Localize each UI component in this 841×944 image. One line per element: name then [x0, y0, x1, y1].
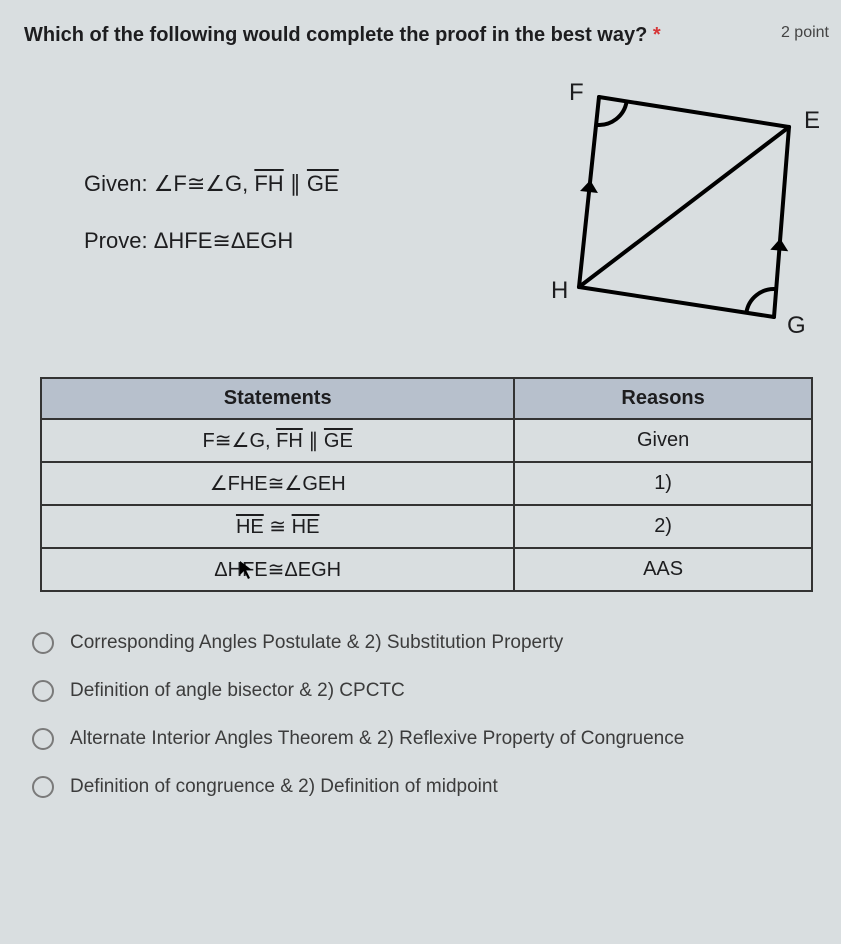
option-label: Definition of angle bisector & 2) CPCTC: [70, 680, 405, 702]
proof-header-reasons: Reasons: [514, 378, 812, 419]
figure-svg: [559, 87, 819, 337]
points-label: 2 point: [761, 24, 829, 42]
prove-line: Prove: ΔHFE≅ΔEGH: [84, 212, 339, 269]
prove-math: ΔHFE≅ΔEGH: [154, 228, 294, 253]
table-row: ∠FHE≅∠GEH1): [41, 462, 812, 505]
option-label: Alternate Interior Angles Theorem & 2) R…: [70, 728, 684, 750]
required-star: *: [653, 24, 661, 46]
given-prefix: Given:: [84, 171, 154, 196]
radio-icon[interactable]: [32, 680, 54, 702]
answer-option[interactable]: Definition of congruence & 2) Definition…: [32, 776, 829, 798]
statement-cell: F≅∠G, FH ∥ GE: [41, 419, 514, 462]
radio-icon[interactable]: [32, 632, 54, 654]
statement-cell: ∠FHE≅∠GEH: [41, 462, 514, 505]
option-label: Corresponding Angles Postulate & 2) Subs…: [70, 632, 563, 654]
statement-cell: ΔHFE≅ΔEGH: [41, 548, 514, 591]
proof-table-header-row: Statements Reasons: [41, 378, 812, 419]
answer-options: Corresponding Angles Postulate & 2) Subs…: [24, 632, 829, 798]
given-prove-figure-row: Given: ∠F≅∠G, FH ∥ GE Prove: ΔHFE≅ΔEGH F…: [24, 87, 829, 347]
statement-cell: HE ≅ HE: [41, 505, 514, 548]
question-text: Which of the following would complete th…: [24, 24, 761, 47]
figure-label-G: G: [787, 312, 806, 340]
reason-cell: AAS: [514, 548, 812, 591]
geometry-figure: F E H G: [559, 87, 819, 337]
option-label: Definition of congruence & 2) Definition…: [70, 776, 498, 798]
figure-label-F: F: [569, 79, 584, 107]
given-math: ∠F≅∠G, FH ∥ GE: [154, 171, 339, 196]
question-text-content: Which of the following would complete th…: [24, 24, 647, 46]
table-row: ΔHFE≅ΔEGHAAS: [41, 548, 812, 591]
figure-label-E: E: [804, 107, 820, 135]
figure-label-H: H: [551, 277, 568, 305]
radio-icon[interactable]: [32, 776, 54, 798]
reason-cell: 1): [514, 462, 812, 505]
prove-prefix: Prove:: [84, 228, 154, 253]
answer-option[interactable]: Alternate Interior Angles Theorem & 2) R…: [32, 728, 829, 750]
reason-cell: Given: [514, 419, 812, 462]
proof-header-statements: Statements: [41, 378, 514, 419]
reason-cell: 2): [514, 505, 812, 548]
question-header: Which of the following would complete th…: [24, 24, 829, 47]
radio-icon[interactable]: [32, 728, 54, 750]
proof-table: Statements Reasons F≅∠G, FH ∥ GEGiven∠FH…: [40, 377, 813, 592]
answer-option[interactable]: Definition of angle bisector & 2) CPCTC: [32, 680, 829, 702]
given-prove-text: Given: ∠F≅∠G, FH ∥ GE Prove: ΔHFE≅ΔEGH: [84, 155, 339, 269]
table-row: HE ≅ HE2): [41, 505, 812, 548]
answer-option[interactable]: Corresponding Angles Postulate & 2) Subs…: [32, 632, 829, 654]
given-line: Given: ∠F≅∠G, FH ∥ GE: [84, 155, 339, 212]
table-row: F≅∠G, FH ∥ GEGiven: [41, 419, 812, 462]
